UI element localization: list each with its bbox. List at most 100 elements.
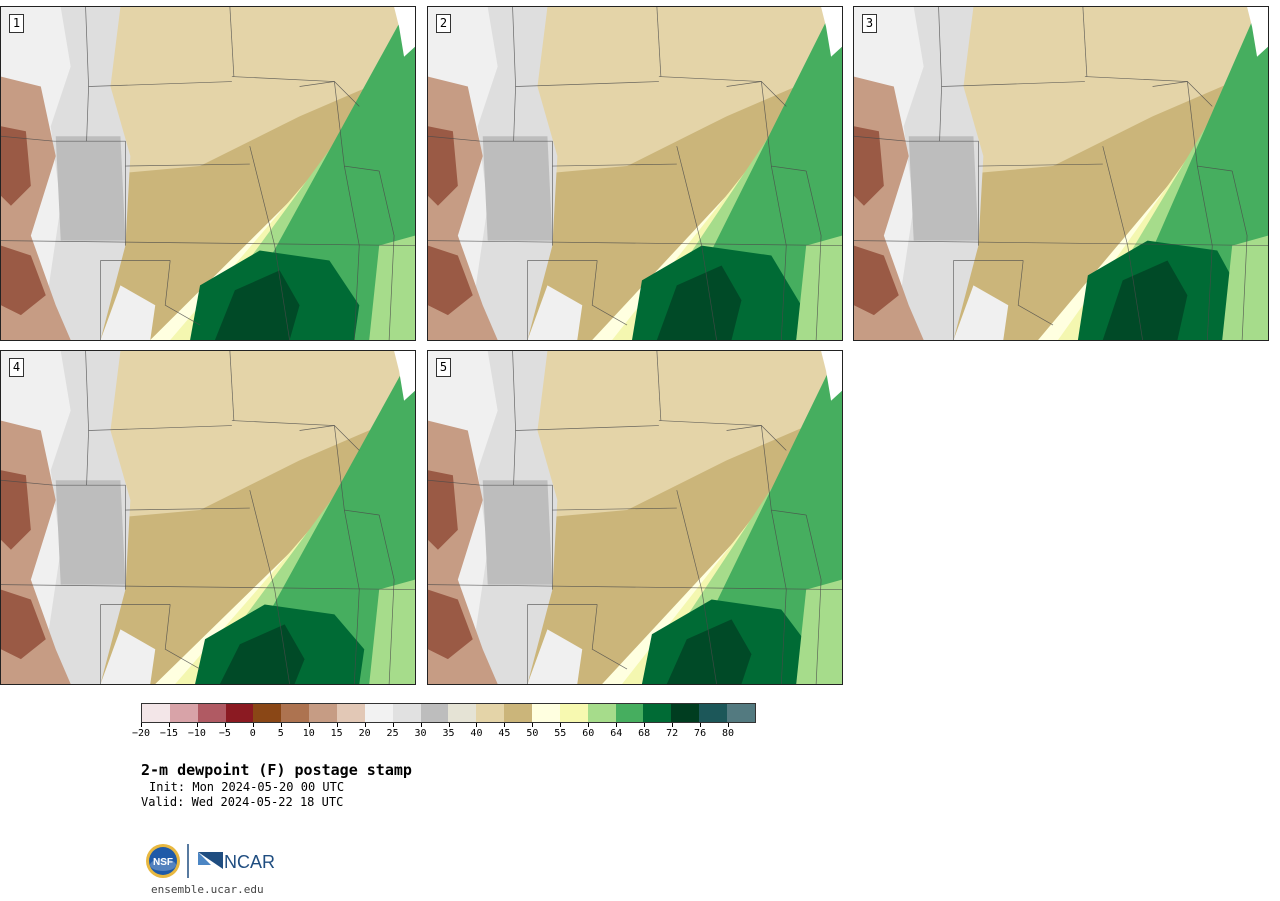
panel-member-label: 4 [9,358,24,377]
state-boundary [53,140,126,246]
website-url: ensemble.ucar.edu [151,883,264,896]
colorbar-tick [532,723,534,727]
colorbar-tick [308,723,310,727]
colorbar-swatch [142,704,170,722]
very-dry-patch [428,470,458,550]
state-boundary [343,509,360,684]
very-dry-patch [854,126,884,206]
moisture-core-72 [1102,260,1188,340]
colorbar-swatch [253,704,282,722]
eastern-moist-area [369,235,415,340]
state-boundary [1127,245,1143,340]
state-boundary [1152,81,1213,107]
state-boundary [658,420,762,426]
dewpoint-map [428,351,842,684]
colorbar-swatch [337,704,365,722]
great-lakes [394,7,415,57]
colorbar-tick [700,723,702,727]
colorbar-tick [392,723,394,727]
eastern-moist-area [1222,235,1268,340]
dewpoint-map [428,7,842,340]
colorbar-swatch [197,704,226,722]
colorbar-tick-label: −10 [187,728,206,739]
state-boundary [805,170,822,340]
colorbar-tick-label: 72 [666,728,679,739]
state-boundary [428,135,481,142]
colorbar-tick-label: 60 [582,728,595,739]
colorbar-tick-label: −15 [159,728,178,739]
state-boundary [164,604,201,670]
state-boundary [552,507,677,511]
great-lakes [821,351,842,401]
colorbar-tick-label: 76 [694,728,707,739]
colorbar-ticks: −20 −15 −10 −5 0 5 10 15 20 25 30 35 40 45 50 55 60 64 68 7… [132,723,756,747]
state-boundary [515,81,659,87]
colorbar-tick [252,723,254,727]
colorado-area [482,136,553,241]
colorbar-tick [476,723,478,727]
state-boundary [249,146,276,246]
state-boundary [854,135,907,142]
state-boundary [428,479,481,486]
colorbar-tick [196,723,198,727]
panel-member-label: 3 [862,14,877,33]
southwest-terrain [953,285,1009,340]
very-dry-patch [1,470,31,550]
colorbar-swatch [727,704,755,722]
state-boundary [428,584,842,590]
state-boundary [854,240,1268,246]
colorado-area [55,480,126,585]
postage-stamp-panel-4: 4 [0,350,416,685]
state-boundary [1102,146,1129,246]
state-boundary [343,165,360,340]
moisture-core-72 [214,270,300,340]
panel-member-label: 1 [9,14,24,33]
state-boundary [88,425,232,431]
state-boundary [701,589,717,684]
state-boundary [1,240,415,246]
state-boundary [941,81,1085,87]
northern-plains-area [933,7,1268,176]
postage-stamp-panel-2: 2 [427,6,843,341]
state-boundary [906,140,979,246]
colorbar-tick-label: 10 [302,728,315,739]
state-boundary [512,7,516,142]
very-dry-patch-south [428,589,473,660]
very-dry-patch [428,126,458,206]
colorbar-tick-label: 50 [526,728,539,739]
great-lakes [1247,7,1268,57]
colorbar-swatch [169,704,198,722]
state-boundary [658,76,762,82]
colorbar-swatch [559,704,588,722]
state-boundary [1196,165,1213,340]
colorbar-swatch [281,704,310,722]
panel-member-label: 5 [436,358,451,377]
colorbar-tick [504,723,506,727]
product-title: 2-m dewpoint (F) postage stamp [141,761,412,779]
state-boundary [978,163,1103,167]
state-boundary [274,589,290,684]
colorbar-tick-label: −5 [218,728,231,739]
logos: NSF NCAR [145,843,275,879]
colorbar-tick-label: 5 [277,728,284,739]
state-boundary [938,7,942,142]
init-time: Init: Mon 2024-05-20 00 UTC [149,780,345,794]
state-boundary [229,7,235,77]
southwest-terrain [100,285,156,340]
colorbar-swatch [643,704,672,722]
postage-stamp-panel-1: 1 [0,6,416,341]
state-boundary [378,170,395,340]
state-boundary [1082,7,1088,77]
colorbar-tick [644,723,646,727]
northern-plains-area [80,351,415,520]
colorbar-swatch [532,704,560,722]
colorbar-swatch [671,704,700,722]
nsf-logo-text: NSF [153,857,173,868]
state-boundary [591,260,628,326]
southwest-terrain [100,629,156,684]
colorbar-swatch [476,704,505,722]
state-boundary [85,351,89,486]
state-boundary [1187,81,1233,172]
colorbar-tick-label: 15 [330,728,343,739]
colorbar-tick [280,723,282,727]
